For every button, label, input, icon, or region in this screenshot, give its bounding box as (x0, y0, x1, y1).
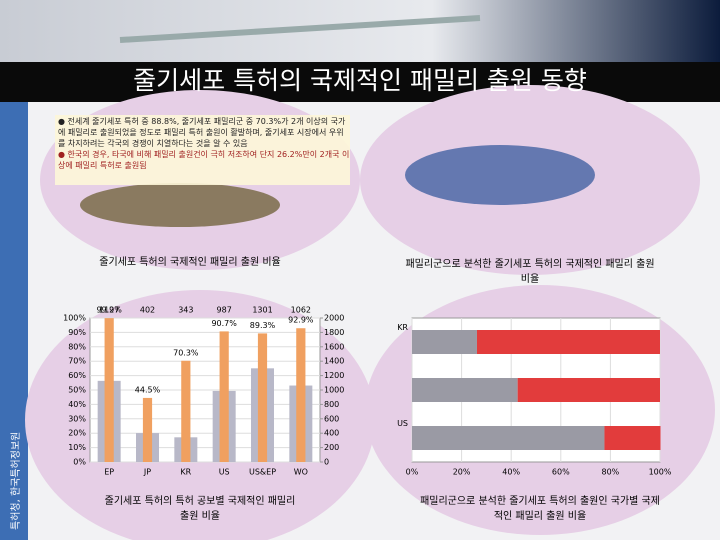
bar-segment (412, 378, 518, 402)
y-tick-label: 90% (68, 328, 86, 337)
value-label: 90.7% (211, 319, 237, 328)
y2-tick-label: 1800 (324, 328, 344, 337)
caption-box: 패밀리군으로 분석한 줄기세포 특허의 출원인 국가별 국제적인 패밀리 출원 … (420, 496, 660, 522)
x-tick-label: 100% (649, 468, 672, 477)
y-tick-label: 100% (63, 314, 86, 323)
y2-tick-label: 1600 (324, 342, 344, 351)
side-strip (0, 102, 28, 540)
x-tick-label: JP (143, 468, 151, 477)
bar (257, 333, 268, 462)
bar (219, 331, 229, 462)
caption-box: 패밀리군으로 분석한 줄기세포 특허의 국제적인 패밀리 출원 비율 (405, 259, 655, 285)
bullets: ● 전세계 줄기세포 특허 중 88.8%, 줄기세포 패밀리군 중 70.3%… (58, 117, 350, 170)
count-label: 402 (140, 306, 155, 315)
count-label: 987 (217, 306, 232, 315)
caption: 패밀리군으로 분석한 줄기세포 특허의 출원인 국가별 국제적인 패밀리 출원 … (420, 496, 660, 522)
slide-title: 줄기세포 특허의 국제적인 패밀리 출원 동향 (133, 66, 587, 95)
header-image (0, 0, 720, 62)
y2-tick-label: 1400 (324, 357, 344, 366)
y-tick-label: 80% (68, 342, 86, 351)
y2-tick-label: 400 (324, 429, 339, 438)
bar-segment (412, 426, 605, 450)
x-tick-label: WO (294, 468, 308, 477)
caption-box: 줄기세포 특허의 특허 공보별 국제적인 패밀리 출원 비율 (104, 496, 296, 522)
count-label: 1127 (99, 306, 119, 315)
value-label: 89.3% (250, 321, 276, 330)
value-label: 73.8% (631, 321, 657, 330)
pie-decor (405, 145, 595, 205)
bullet-text: 전세계 줄기세포 특허 중 88.8%, 줄기세포 패밀리군 중 70.3%가 … (58, 117, 346, 148)
bullet-box (55, 115, 350, 185)
bullet: ● 전세계 줄기세포 특허 중 88.8%, 줄기세포 패밀리군 중 70.3%… (58, 117, 346, 148)
y2-tick-label: 2000 (324, 314, 344, 323)
y-tick-label: 40% (68, 400, 86, 409)
y-tick-label: US (397, 419, 408, 428)
y-tick-label: 20% (68, 429, 86, 438)
x-tick-label: US&EP (249, 468, 276, 477)
x-tick-label: 40% (502, 468, 520, 477)
bar-segment (476, 330, 660, 354)
bar (142, 397, 153, 462)
caption: 줄기세포 특허의 특허 공보별 국제적인 패밀리 출원 비율 (104, 496, 296, 522)
y2-tick-label: 0 (324, 458, 329, 467)
y2-tick-label: 1200 (324, 371, 344, 380)
value-label: 42.6% (416, 369, 442, 378)
side-note: 특허청, 한국특허정보원 (10, 432, 22, 530)
bar (181, 360, 191, 462)
count-label: 1062 (291, 306, 311, 315)
bar (296, 328, 306, 462)
bar-segment (604, 426, 661, 450)
pie-decor (80, 183, 280, 227)
value-label: 44.5% (135, 385, 161, 394)
caption: 패밀리군으로 분석한 줄기세포 특허의 국제적인 패밀리 출원 비율 (405, 259, 655, 285)
bullet-text: 한국의 경우, 타국에 비해 패밀리 출원건이 극히 저조하여 단지 26.2%… (58, 150, 350, 170)
value-label: 92.9% (288, 316, 314, 325)
x-tick-label: 20% (453, 468, 471, 477)
y-tick-label: 10% (68, 443, 86, 452)
y2-tick-label: 1000 (324, 386, 344, 395)
y2-tick-label: 200 (324, 443, 339, 452)
y-tick-label: 50% (68, 386, 86, 395)
y-tick-label: KR (397, 323, 408, 332)
y-tick-label: 60% (68, 371, 86, 380)
bar-segment (517, 378, 660, 402)
syringe (119, 15, 481, 43)
y-tick-label: 0% (73, 458, 86, 467)
value-label: 77.6% (416, 417, 442, 426)
caption: 줄기세포 특허의 국제적인 패밀리 출원 비율 (99, 256, 281, 268)
value-label: 22.6% (631, 417, 657, 426)
value-label: 57.4% (631, 369, 657, 378)
y-tick-label: 70% (68, 357, 86, 366)
bullet: ● 한국의 경우, 타국에 비해 패밀리 출원건이 극히 저조하여 단지 26.… (58, 150, 350, 170)
bar (104, 318, 114, 462)
count-label: 343 (178, 306, 193, 315)
count-label: 1301 (252, 306, 272, 315)
y-tick-label: 30% (68, 414, 86, 423)
x-tick-label: 80% (602, 468, 620, 477)
y2-tick-label: 600 (324, 414, 339, 423)
x-tick-label: 60% (552, 468, 570, 477)
x-tick-label: EP (104, 468, 114, 477)
x-tick-label: US (219, 468, 230, 477)
value-label: 70.3% (173, 348, 199, 357)
x-tick-label: 0% (406, 468, 419, 477)
value-label: 26.2% (416, 321, 442, 330)
y2-tick-label: 800 (324, 400, 339, 409)
x-tick-label: KR (180, 468, 191, 477)
value-label: 99.9% (96, 306, 122, 315)
bar-segment (412, 330, 477, 354)
